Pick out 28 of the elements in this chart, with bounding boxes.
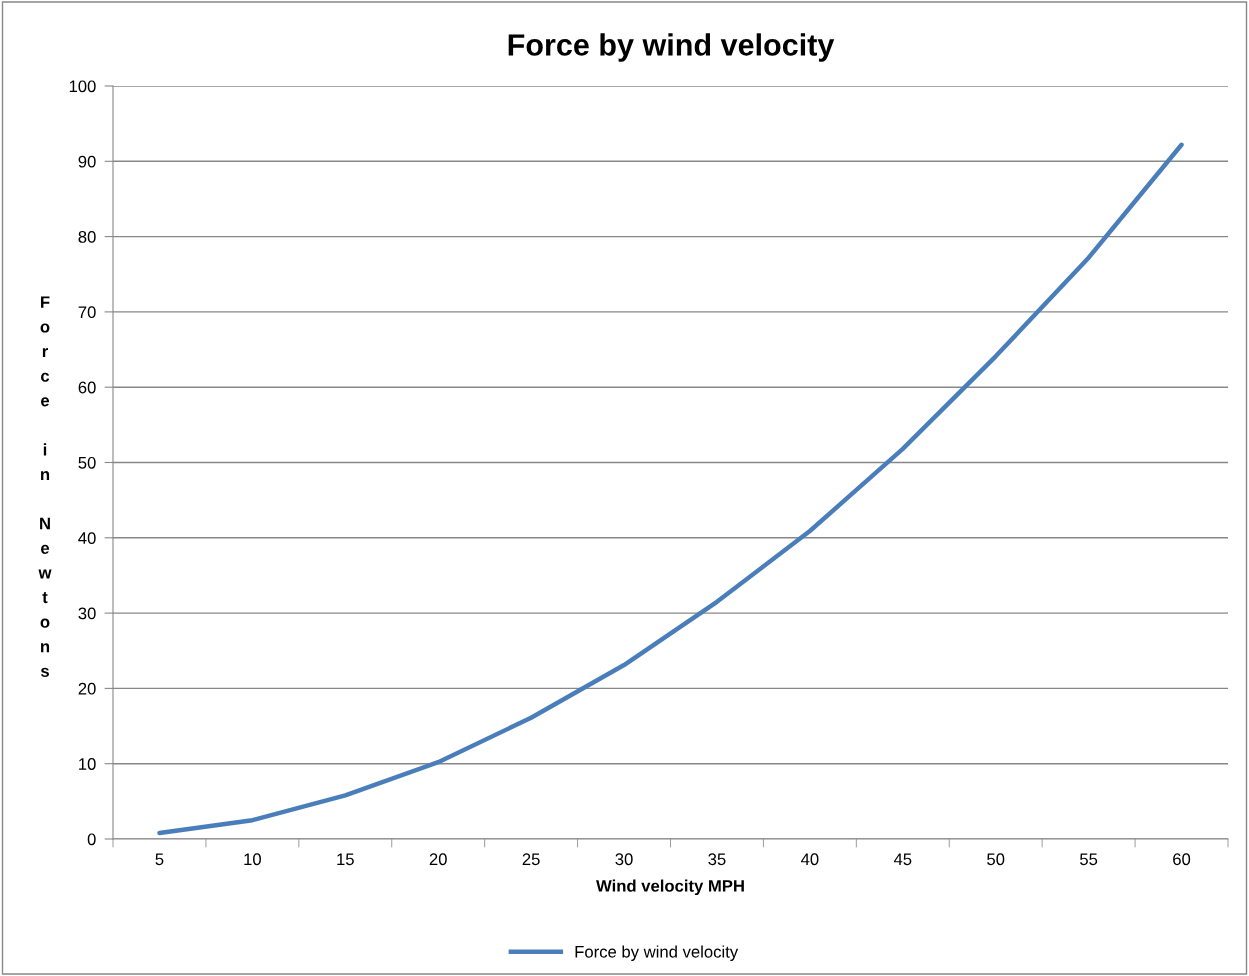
x-tick-label: 5	[155, 853, 164, 866]
x-tick-label: 40	[800, 853, 819, 866]
y-tick-label: 60	[78, 381, 96, 394]
chart-title: Force by wind velocity	[508, 33, 835, 62]
y-tick-label: 40	[78, 532, 96, 544]
y-tick-label: 100	[69, 80, 96, 93]
y-tick-label: 30	[78, 607, 96, 620]
x-tick-label: 15	[337, 853, 354, 866]
y-tick-label: 70	[78, 306, 96, 319]
x-tick-label: 35	[708, 853, 726, 866]
x-tick-label: 25	[522, 853, 540, 866]
y-tick-label: 50	[78, 456, 96, 469]
y-tick-label: 10	[79, 758, 96, 770]
y-tick-label: 0	[87, 833, 96, 846]
x-tick-label: 30	[615, 853, 633, 866]
x-tick-label: 60	[1173, 853, 1191, 866]
x-tick-label: 10	[244, 853, 261, 866]
text: Force in Newtons	[38, 296, 52, 677]
line-series	[157, 142, 1184, 836]
x-tick-label: 55	[1080, 853, 1098, 866]
x-tick-label: 20	[429, 853, 447, 866]
y-tick-label: 80	[78, 231, 96, 243]
x-tick-label: 45	[893, 853, 912, 866]
legend-label: Force by wind velocity	[575, 945, 739, 961]
x-tick-label: 50	[987, 853, 1005, 866]
y-tick-label: 20	[78, 682, 96, 695]
y-tick-label: 90	[78, 155, 96, 168]
x-axis-title: Wind velocity MPH	[596, 879, 744, 896]
